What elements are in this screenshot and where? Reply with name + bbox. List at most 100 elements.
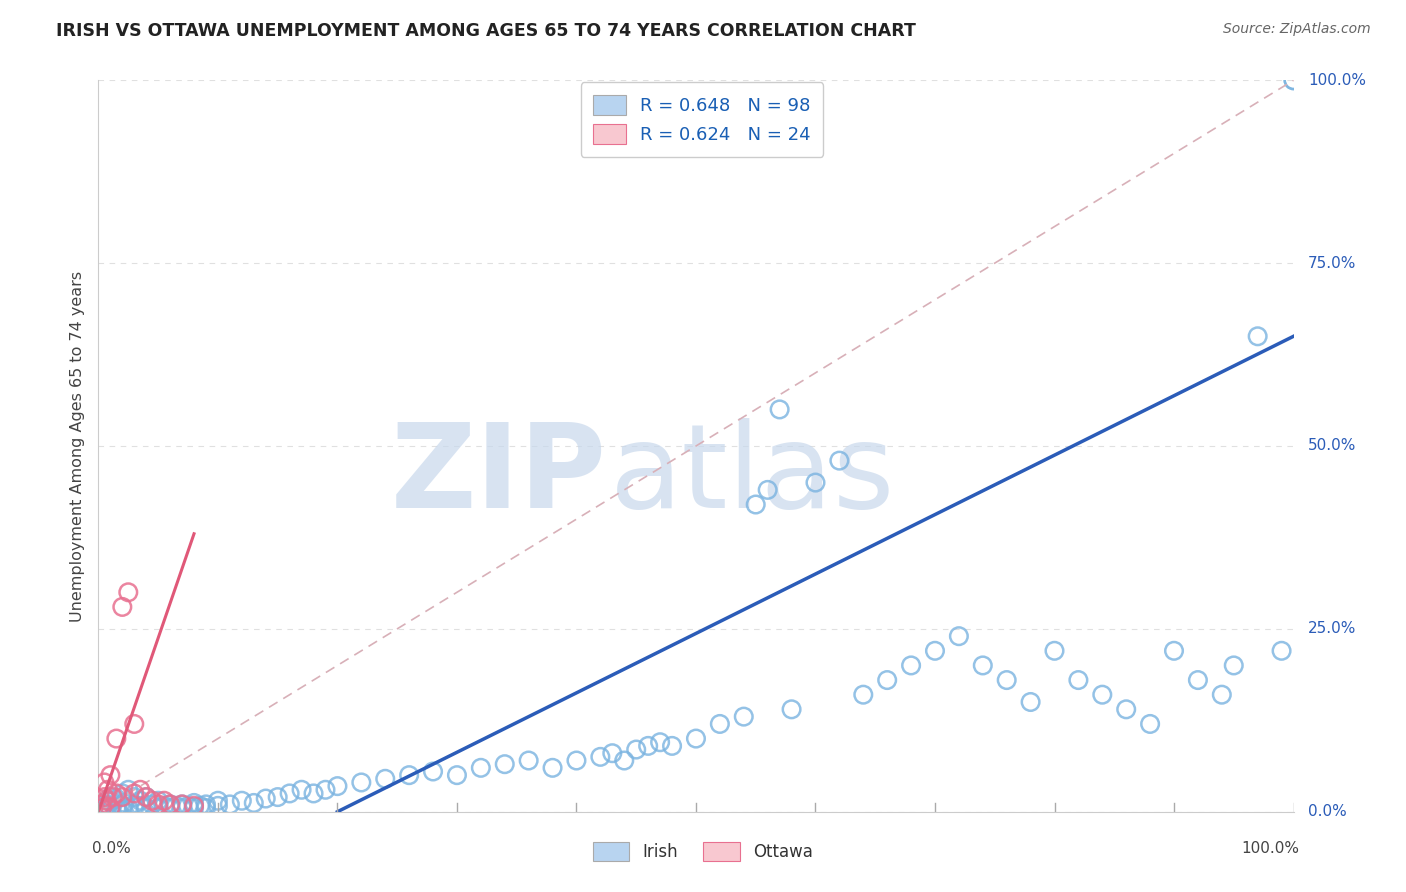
- Point: [326, 779, 349, 793]
- Point: [141, 794, 163, 808]
- Legend: R = 0.648   N = 98, R = 0.624   N = 24: R = 0.648 N = 98, R = 0.624 N = 24: [581, 82, 824, 157]
- Point: [685, 731, 707, 746]
- Point: [1043, 644, 1066, 658]
- Point: [517, 754, 540, 768]
- Point: [183, 801, 205, 815]
- Point: [129, 798, 152, 813]
- Point: [1115, 702, 1137, 716]
- Point: [470, 761, 492, 775]
- Text: IRISH VS OTTAWA UNEMPLOYMENT AMONG AGES 65 TO 74 YEARS CORRELATION CHART: IRISH VS OTTAWA UNEMPLOYMENT AMONG AGES …: [56, 22, 917, 40]
- Point: [650, 735, 672, 749]
- Point: [195, 797, 218, 812]
- Point: [117, 585, 139, 599]
- Point: [98, 801, 122, 815]
- Point: [159, 797, 181, 812]
- Point: [804, 475, 827, 490]
- Point: [93, 803, 115, 817]
- Point: [231, 794, 253, 808]
- Point: [924, 644, 946, 658]
- Y-axis label: Unemployment Among Ages 65 to 74 years: Unemployment Among Ages 65 to 74 years: [69, 270, 84, 622]
- Point: [1139, 717, 1161, 731]
- Point: [1282, 73, 1305, 87]
- Point: [315, 782, 337, 797]
- Point: [101, 790, 124, 805]
- Point: [141, 797, 163, 812]
- Point: [135, 790, 157, 805]
- Point: [93, 790, 115, 805]
- Point: [948, 629, 970, 643]
- Point: [135, 790, 157, 805]
- Point: [1163, 644, 1185, 658]
- Point: [207, 798, 229, 813]
- Text: Source: ZipAtlas.com: Source: ZipAtlas.com: [1223, 22, 1371, 37]
- Point: [243, 796, 266, 810]
- Point: [374, 772, 396, 786]
- Point: [124, 717, 146, 731]
- Point: [1271, 644, 1294, 658]
- Point: [852, 688, 875, 702]
- Point: [148, 801, 170, 815]
- Point: [153, 798, 176, 813]
- Point: [105, 791, 128, 805]
- Point: [117, 782, 139, 797]
- Point: [124, 787, 146, 801]
- Point: [159, 797, 181, 812]
- Point: [183, 798, 205, 813]
- Point: [733, 709, 755, 723]
- Legend: Irish, Ottawa: Irish, Ottawa: [586, 835, 820, 868]
- Point: [709, 717, 731, 731]
- Point: [98, 801, 122, 815]
- Point: [183, 796, 205, 810]
- Point: [111, 803, 134, 817]
- Point: [117, 801, 139, 815]
- Point: [219, 797, 242, 812]
- Point: [97, 798, 120, 813]
- Point: [111, 787, 134, 801]
- Point: [93, 797, 115, 812]
- Text: 50.0%: 50.0%: [1308, 439, 1357, 453]
- Point: [398, 768, 420, 782]
- Point: [900, 658, 922, 673]
- Text: 25.0%: 25.0%: [1308, 622, 1357, 636]
- Point: [91, 801, 114, 815]
- Text: 0.0%: 0.0%: [1308, 805, 1347, 819]
- Point: [96, 794, 118, 808]
- Point: [494, 757, 516, 772]
- Point: [278, 787, 301, 801]
- Point: [165, 798, 187, 813]
- Point: [124, 797, 146, 812]
- Point: [172, 797, 194, 812]
- Point: [972, 658, 994, 673]
- Point: [1019, 695, 1042, 709]
- Point: [91, 801, 114, 815]
- Point: [177, 798, 200, 813]
- Point: [124, 790, 146, 805]
- Point: [1067, 673, 1090, 687]
- Point: [148, 794, 170, 808]
- Point: [828, 453, 851, 467]
- Point: [565, 754, 588, 768]
- Point: [254, 791, 277, 805]
- Point: [195, 801, 218, 815]
- Point: [93, 775, 115, 789]
- Point: [613, 754, 636, 768]
- Point: [661, 739, 683, 753]
- Point: [876, 673, 898, 687]
- Point: [541, 761, 564, 775]
- Point: [589, 749, 612, 764]
- Text: 100.0%: 100.0%: [1241, 841, 1299, 856]
- Point: [756, 483, 779, 497]
- Point: [98, 790, 122, 805]
- Point: [96, 801, 118, 815]
- Point: [172, 801, 194, 815]
- Point: [105, 801, 128, 815]
- Point: [291, 782, 314, 797]
- Point: [207, 794, 229, 808]
- Point: [780, 702, 803, 716]
- Point: [422, 764, 444, 779]
- Text: atlas: atlas: [610, 417, 896, 533]
- Point: [159, 801, 181, 815]
- Point: [446, 768, 468, 782]
- Point: [637, 739, 659, 753]
- Point: [1187, 673, 1209, 687]
